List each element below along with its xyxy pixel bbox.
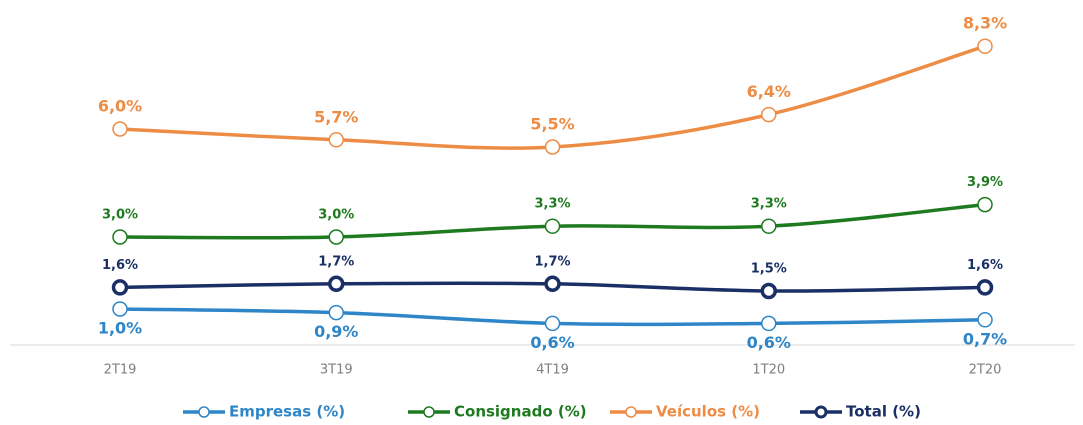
x-tick-label: 1T20 bbox=[752, 363, 785, 378]
x-tick-label: 3T19 bbox=[320, 363, 353, 378]
legend-label: Consignado (%) bbox=[454, 403, 587, 421]
legend-label: Total (%) bbox=[846, 403, 921, 421]
data-point bbox=[328, 304, 344, 321]
data-point bbox=[544, 139, 561, 155]
data-point bbox=[544, 218, 561, 234]
data-label: 3,0% bbox=[318, 208, 354, 223]
data-point bbox=[112, 301, 128, 317]
data-label: 1,7% bbox=[318, 254, 354, 269]
data-point bbox=[328, 132, 344, 148]
legend-label: Empresas (%) bbox=[229, 403, 345, 421]
data-point bbox=[328, 229, 344, 245]
data-label: 0,6% bbox=[747, 333, 791, 352]
data-label: 1,6% bbox=[967, 258, 1003, 273]
x-tick-label: 2T20 bbox=[969, 363, 1002, 378]
data-point bbox=[977, 312, 993, 328]
data-point bbox=[111, 279, 129, 296]
data-label: 1,6% bbox=[102, 258, 138, 273]
data-label: 5,5% bbox=[530, 115, 574, 134]
data-point bbox=[760, 282, 777, 300]
legend-marker bbox=[625, 406, 637, 418]
legend-marker bbox=[814, 405, 828, 419]
data-label: 0,9% bbox=[314, 322, 358, 341]
data-point bbox=[977, 196, 993, 213]
data-label: 5,7% bbox=[314, 107, 358, 126]
data-label: 6,4% bbox=[747, 82, 791, 101]
data-point bbox=[977, 38, 993, 54]
data-label: 0,6% bbox=[530, 333, 574, 352]
legend-marker bbox=[198, 406, 210, 418]
x-tick-label: 4T19 bbox=[536, 363, 569, 378]
data-label: 3,3% bbox=[534, 197, 570, 212]
data-label: 1,7% bbox=[534, 254, 570, 269]
legend-label: Veículos (%) bbox=[656, 403, 760, 421]
data-label: 3,3% bbox=[751, 197, 787, 212]
data-point bbox=[112, 229, 128, 245]
data-label: 3,9% bbox=[967, 175, 1003, 190]
data-point bbox=[544, 315, 561, 332]
legend-marker bbox=[423, 406, 435, 418]
data-point bbox=[328, 275, 345, 293]
data-point bbox=[761, 218, 777, 234]
data-point bbox=[761, 315, 777, 332]
data-label: 6,0% bbox=[98, 97, 142, 116]
data-point bbox=[976, 279, 994, 296]
data-label: 8,3% bbox=[963, 14, 1007, 33]
data-label: 1,5% bbox=[751, 262, 787, 277]
data-label: 3,0% bbox=[102, 208, 138, 223]
x-tick-label: 2T19 bbox=[104, 363, 137, 378]
data-label: 1,0% bbox=[98, 319, 142, 338]
data-label: 0,7% bbox=[963, 329, 1007, 348]
data-point bbox=[112, 121, 128, 137]
data-point bbox=[544, 275, 561, 293]
data-point bbox=[761, 106, 777, 123]
